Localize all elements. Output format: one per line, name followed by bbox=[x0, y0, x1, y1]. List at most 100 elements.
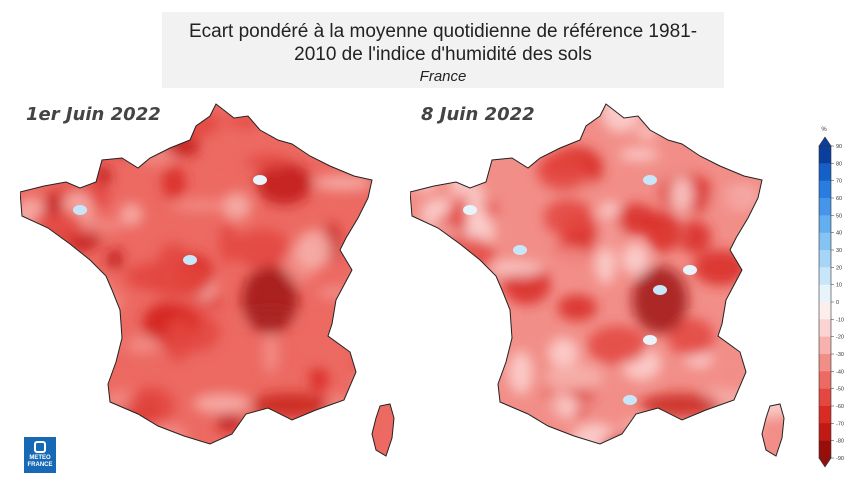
anomaly-blob bbox=[256, 162, 313, 205]
anomaly-blob bbox=[437, 236, 496, 270]
anomaly-core bbox=[632, 266, 688, 334]
anomaly-blob bbox=[668, 318, 715, 357]
anomaly-blob bbox=[559, 395, 578, 421]
anomaly-blob bbox=[79, 333, 115, 351]
anomaly-blob bbox=[85, 333, 138, 375]
legend-tick-label: 80 bbox=[836, 161, 842, 167]
anomaly-blob bbox=[262, 332, 280, 375]
meteo-france-logo-icon bbox=[34, 441, 46, 453]
near-normal-spot bbox=[653, 285, 667, 295]
corsica-outline bbox=[761, 403, 785, 457]
legend-swatch bbox=[819, 440, 831, 459]
near-normal-spot bbox=[643, 175, 657, 185]
anomaly-blob bbox=[350, 270, 393, 294]
anomaly-blob bbox=[645, 211, 682, 253]
legend-swatch bbox=[819, 180, 831, 199]
legend-swatch bbox=[819, 250, 831, 268]
legend-tick-label: 40 bbox=[836, 231, 842, 237]
near-normal-spot bbox=[643, 335, 657, 345]
anomaly-blob bbox=[352, 296, 394, 322]
anomaly-core bbox=[242, 266, 298, 334]
legend-swatch bbox=[819, 388, 831, 407]
anomaly-blob bbox=[352, 356, 394, 384]
anomaly-blob bbox=[308, 366, 329, 393]
anomaly-blob bbox=[678, 220, 712, 254]
anomaly-blob bbox=[89, 289, 123, 315]
anomaly-field bbox=[20, 104, 394, 456]
legend-swatch bbox=[819, 302, 831, 320]
legend-swatch bbox=[819, 267, 831, 285]
legend-tick-label: -70 bbox=[836, 421, 844, 427]
anomaly-blob bbox=[557, 294, 597, 321]
anomaly-blob bbox=[587, 325, 648, 365]
anomaly-blob bbox=[170, 199, 230, 212]
legend-tick-label: -50 bbox=[836, 387, 844, 393]
anomaly-blob bbox=[57, 314, 80, 332]
anomaly-blob bbox=[349, 410, 369, 436]
anomaly-blob bbox=[417, 385, 446, 421]
near-normal-spots bbox=[73, 175, 267, 265]
legend-ticks: 90 80 70 60 50 40 30 20 10 0 -10 -20 -30 -40 -50 -60 -70… bbox=[831, 144, 844, 462]
anomaly-blob bbox=[88, 128, 117, 141]
anomaly-blob bbox=[45, 162, 79, 176]
anomaly-blob bbox=[765, 143, 784, 171]
anomaly-blob bbox=[743, 414, 761, 442]
near-normal-spot bbox=[73, 205, 87, 215]
france-outline bbox=[20, 103, 373, 445]
anomaly-blob bbox=[219, 222, 238, 264]
legend-swatch bbox=[819, 336, 831, 355]
logo-text-1: METEO bbox=[29, 455, 51, 461]
france-map-left bbox=[20, 103, 395, 457]
anomaly-blob bbox=[731, 404, 757, 448]
date-label-right: 8 Juin 2022 bbox=[421, 104, 535, 125]
legend-swatch bbox=[819, 423, 831, 441]
anomaly-blob bbox=[488, 104, 519, 127]
near-normal-spot bbox=[683, 265, 697, 275]
legend-swatch bbox=[819, 284, 831, 303]
anomaly-blob bbox=[57, 419, 92, 437]
legend-arrow-top bbox=[818, 136, 832, 147]
anomaly-blob bbox=[49, 388, 91, 424]
legend-tick-label: -80 bbox=[836, 439, 844, 445]
legend-swatch bbox=[819, 163, 831, 181]
legend-swatch bbox=[819, 354, 831, 372]
anomaly-blob bbox=[65, 424, 83, 456]
legend-tick-label: 50 bbox=[836, 213, 842, 219]
anomaly-blob bbox=[126, 335, 161, 354]
legend-tick-label: 90 bbox=[836, 144, 842, 150]
legend-tick-label: -40 bbox=[836, 369, 844, 375]
anomaly-blob bbox=[373, 297, 392, 311]
anomaly-blob bbox=[618, 418, 660, 439]
legend-tick-label: 0 bbox=[836, 300, 839, 306]
anomaly-blob bbox=[545, 363, 605, 391]
anomaly-blob bbox=[474, 356, 494, 392]
france-outline bbox=[410, 103, 763, 445]
near-normal-spot bbox=[513, 245, 527, 255]
anomaly-blob bbox=[131, 113, 153, 129]
anomaly-blob bbox=[440, 394, 471, 438]
anomaly-blob bbox=[307, 433, 346, 453]
legend-tick-label: 20 bbox=[836, 265, 842, 271]
legend-tick-label: 30 bbox=[836, 248, 842, 254]
anomaly-blob bbox=[413, 166, 437, 192]
legend-swatch bbox=[819, 406, 831, 424]
anomaly-blob bbox=[516, 106, 564, 123]
legend-tick-label: -90 bbox=[836, 456, 844, 462]
anomaly-blob bbox=[317, 285, 352, 300]
anomaly-blob bbox=[222, 192, 252, 221]
anomaly-blob bbox=[295, 229, 333, 269]
anomaly-blob bbox=[670, 176, 694, 214]
anomaly-blob bbox=[353, 360, 394, 398]
anomaly-blob bbox=[34, 385, 78, 412]
legend-tick-label: -20 bbox=[836, 335, 844, 341]
anomaly-blob bbox=[705, 351, 759, 392]
near-normal-spot bbox=[253, 175, 267, 185]
chart-title: Ecart pondéré à la moyenne quotidienne d… bbox=[188, 21, 698, 65]
anomaly-blob bbox=[245, 154, 291, 169]
anomaly-blob bbox=[146, 262, 205, 298]
anomaly-blob bbox=[742, 271, 784, 298]
anomaly-blob bbox=[708, 104, 754, 134]
legend-tick-label: -10 bbox=[836, 317, 844, 323]
anomaly-blob bbox=[543, 198, 593, 237]
anomaly-south bbox=[640, 393, 720, 417]
